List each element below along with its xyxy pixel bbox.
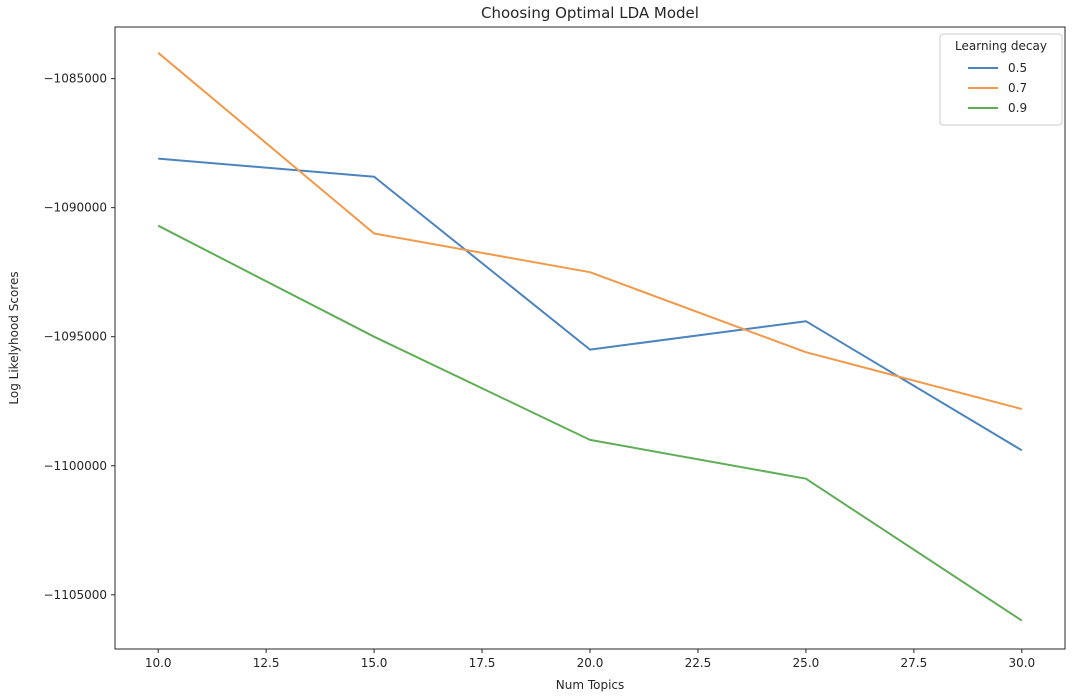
x-tick-label: 22.5 (685, 656, 712, 670)
plot-frame (114, 26, 1066, 650)
y-tick-label: −1085000 (44, 72, 108, 86)
legend-label: 0.7 (1008, 81, 1027, 95)
legend-label: 0.5 (1008, 61, 1027, 75)
x-tick-label: 10.0 (145, 656, 172, 670)
x-tick-label: 20.0 (577, 656, 604, 670)
x-tick-label: 15.0 (361, 656, 388, 670)
series-line-0-5 (158, 157, 1023, 452)
series-line-0-9 (157, 224, 1023, 622)
y-tick-label: −1090000 (44, 201, 108, 215)
x-tick-label: 17.5 (469, 656, 496, 670)
y-tick-label: −1095000 (44, 330, 108, 344)
y-tick-label: −1105000 (44, 588, 108, 602)
x-axis-label: Num Topics (556, 678, 625, 692)
y-axis-label: Log Likelyhood Scores (7, 271, 21, 404)
x-tick-label: 25.0 (793, 656, 820, 670)
x-tick-label: 30.0 (1008, 656, 1035, 670)
chart-title: Choosing Optimal LDA Model (481, 4, 699, 22)
x-tick-label: 27.5 (901, 656, 928, 670)
x-tick-label: 12.5 (253, 656, 280, 670)
y-tick-label: −1100000 (44, 459, 108, 473)
legend-label: 0.9 (1008, 101, 1027, 115)
legend-title: Learning decay (955, 39, 1047, 53)
legend-box (939, 33, 1063, 126)
series-line-0-7 (157, 52, 1023, 410)
